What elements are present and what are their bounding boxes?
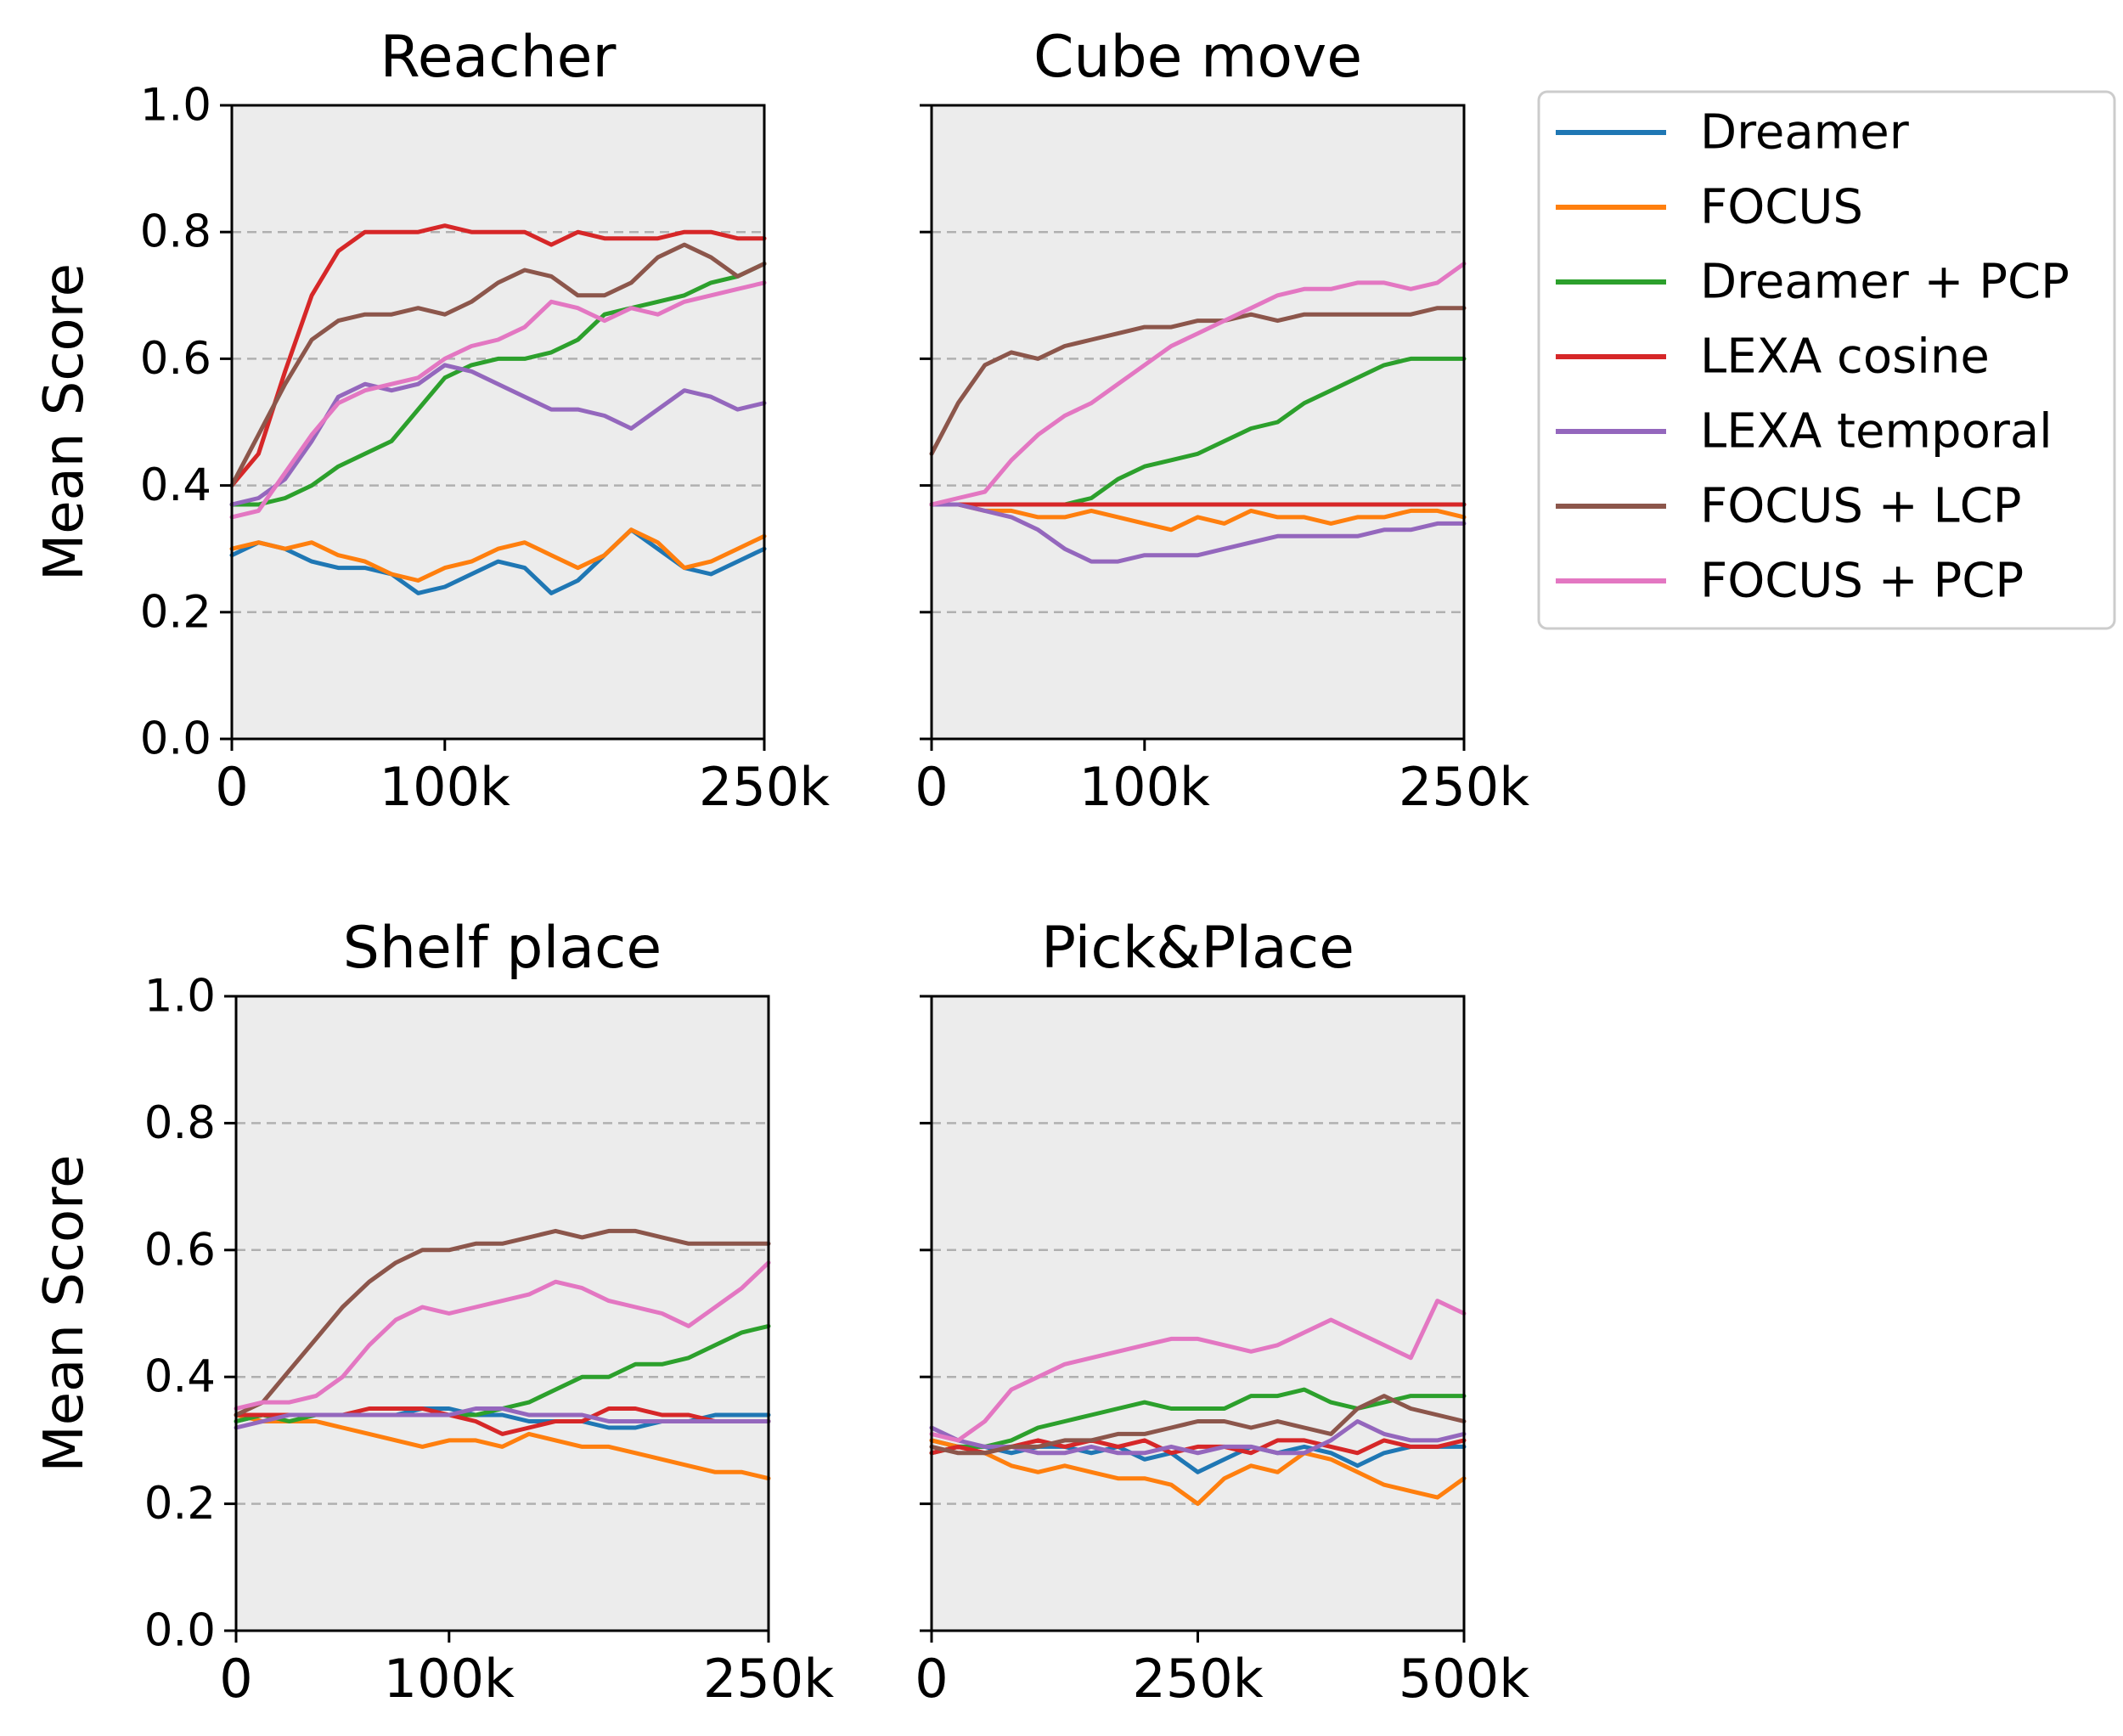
series-line-lexa-cosine	[229, 223, 767, 488]
y-tick-label: 0.4	[140, 459, 211, 511]
x-tick-label: 250k	[703, 1648, 834, 1710]
series-line-focus	[929, 1438, 1467, 1507]
panel-1: 0.0 0.2 0.4 0.6 0.8 1.0 0 100k 250k Reacher Mean S…	[33, 24, 830, 818]
panel-2: 0 100k 250k Cube move	[915, 24, 1529, 818]
series-line-focus-lcp	[929, 306, 1467, 456]
x-tick-label: 250k	[699, 756, 830, 818]
plot-background	[232, 105, 764, 739]
series-line-focus-lcp	[234, 1228, 771, 1418]
legend-label: Dreamer + PCP	[1700, 255, 2070, 310]
plot-background	[932, 105, 1464, 739]
legend-label: FOCUS + LCP	[1700, 479, 2022, 534]
x-tick-label: 250k	[1132, 1648, 1263, 1710]
legend-box	[1537, 90, 2116, 630]
y-tick-label: 1.0	[140, 80, 211, 132]
plot-frame	[930, 104, 1466, 741]
y-tick-label: 0.8	[140, 206, 211, 258]
series-line-lexa-temporal	[929, 502, 1467, 564]
series-line-focus-pcp	[229, 280, 767, 520]
y-tick-label: 1.0	[144, 971, 216, 1023]
y-tick-label: 0.6	[144, 1224, 216, 1276]
series-line-focus	[234, 1412, 771, 1481]
x-tick-label: 100k	[384, 1648, 515, 1710]
series-line-focus	[929, 502, 1467, 533]
x-tick-label: 0	[215, 756, 248, 818]
y-tick-label: 0.2	[144, 1478, 216, 1530]
y-tick-label: 0.6	[140, 333, 211, 385]
x-tick-label: 0	[915, 756, 948, 818]
x-tick-label: 0	[915, 1648, 948, 1710]
series-line-focus-pcp	[929, 262, 1467, 507]
x-tick-label: 500k	[1399, 1648, 1529, 1710]
plot-background	[932, 996, 1464, 1631]
legend-label: LEXA temporal	[1700, 404, 2053, 459]
series-line-dreamer-pcp	[929, 1387, 1467, 1456]
panel-title: Cube move	[1033, 24, 1362, 91]
legend: Dreamer FOCUS Dreamer + PCP LEXA cosine LEXA…	[1537, 90, 2116, 630]
y-tick-label: 0.0	[144, 1605, 216, 1657]
y-tick-label: 0.8	[144, 1097, 216, 1149]
series-line-lexa-temporal	[234, 1406, 771, 1430]
y-axis-label: Mean Score	[33, 263, 96, 581]
panel-title: Pick&Place	[1041, 915, 1354, 982]
series-line-dreamer-pcp	[229, 262, 767, 507]
y-tick-label: 0.2	[140, 586, 211, 638]
series-line-focus	[229, 527, 767, 583]
panel-title: Reacher	[380, 24, 617, 91]
x-tick-label: 100k	[1079, 756, 1210, 818]
series-line-focus-lcp	[929, 1394, 1467, 1456]
y-tick-label: 0.4	[144, 1351, 216, 1403]
plot-background	[236, 996, 769, 1631]
legend-label: FOCUS + PCP	[1700, 554, 2024, 609]
series-line-focus-pcp	[929, 1299, 1467, 1443]
y-tick-label: 0.0	[140, 713, 211, 765]
y-axis-label: Mean Score	[33, 1155, 96, 1473]
x-tick-label: 100k	[380, 756, 510, 818]
plot-frame	[230, 104, 766, 741]
series-line-focus-pcp	[234, 1260, 771, 1411]
panel-title: Shelf place	[343, 915, 662, 982]
legend-label: LEXA cosine	[1700, 330, 1990, 385]
panels: 0.0 0.2 0.4 0.6 0.8 1.0 0 100k 250k Reacher Mean S…	[33, 24, 1529, 1710]
legend-label: Dreamer	[1700, 105, 1910, 161]
legend-label: FOCUS	[1700, 180, 1863, 235]
plot-frame	[234, 995, 770, 1632]
panel-4: 0 250k 500k Pick&Place	[915, 915, 1529, 1710]
panel-3: 0.0 0.2 0.4 0.6 0.8 1.0 0 100k 250k Shelf place Me…	[33, 915, 834, 1710]
x-tick-label: 250k	[1399, 756, 1529, 818]
x-tick-label: 0	[219, 1648, 252, 1710]
series-line-focus-lcp	[229, 242, 767, 488]
